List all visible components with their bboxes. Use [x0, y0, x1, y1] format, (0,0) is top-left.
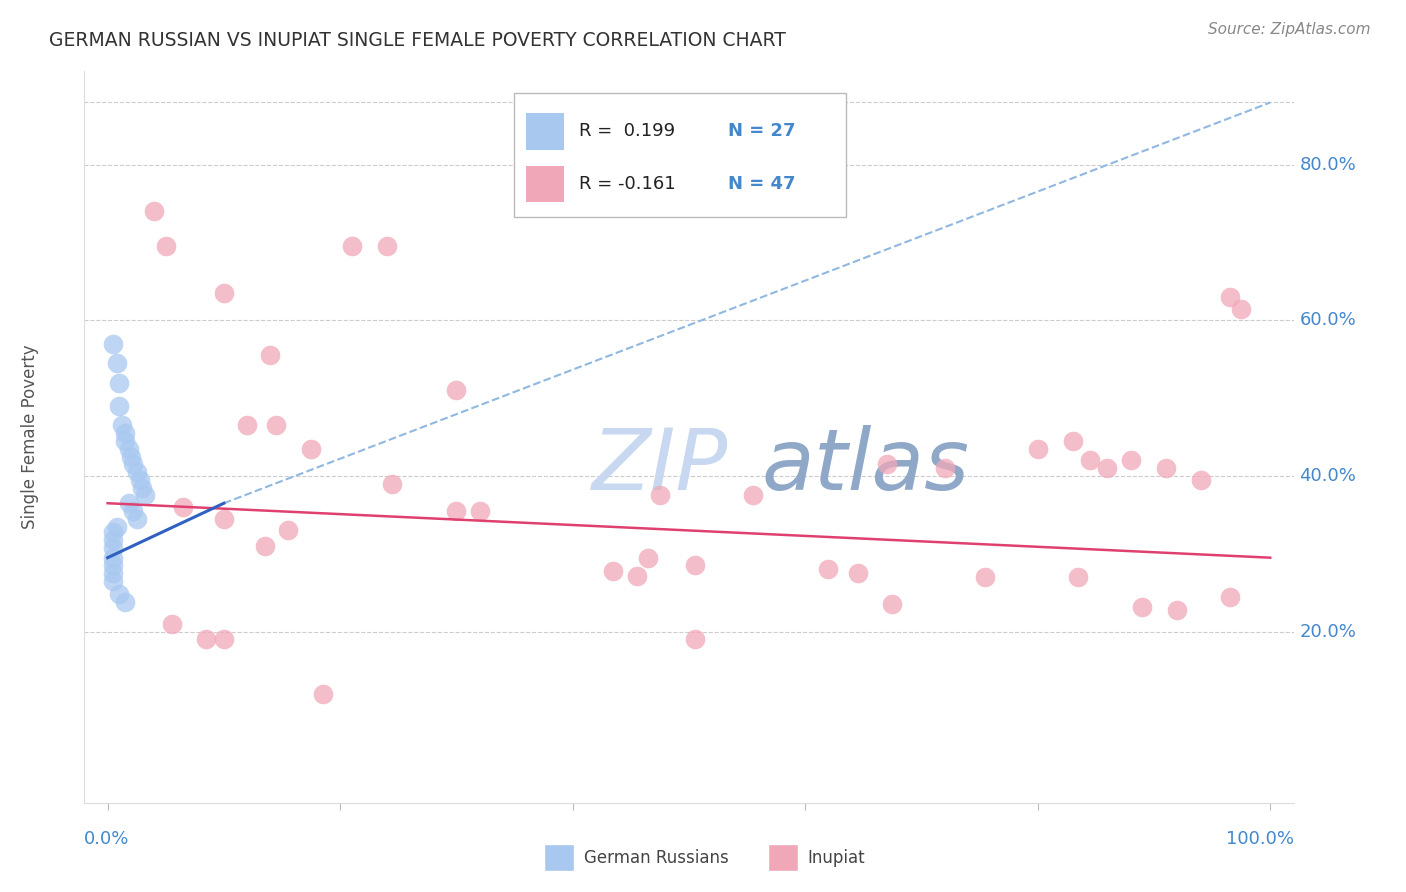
Point — [1189, 473, 1212, 487]
Text: 80.0%: 80.0% — [1299, 156, 1355, 174]
Point — [108, 587, 131, 601]
Point — [683, 632, 706, 647]
FancyBboxPatch shape — [526, 113, 564, 150]
Point — [253, 539, 276, 553]
Point — [122, 504, 145, 518]
Point — [122, 458, 145, 472]
Point — [1230, 301, 1253, 316]
Point — [103, 541, 125, 555]
Point — [103, 524, 125, 539]
FancyBboxPatch shape — [526, 166, 564, 202]
Point — [114, 595, 136, 609]
Point — [264, 418, 287, 433]
Point — [1132, 599, 1154, 614]
Text: German Russians: German Russians — [583, 848, 728, 867]
Point — [134, 488, 156, 502]
Text: atlas: atlas — [762, 425, 970, 508]
Point — [117, 496, 139, 510]
Text: ZIP: ZIP — [592, 425, 728, 508]
Point — [259, 348, 281, 362]
Text: GERMAN RUSSIAN VS INUPIAT SINGLE FEMALE POVERTY CORRELATION CHART: GERMAN RUSSIAN VS INUPIAT SINGLE FEMALE … — [49, 31, 786, 50]
Point — [1166, 603, 1188, 617]
Point — [103, 533, 125, 547]
Point — [648, 488, 671, 502]
Point — [817, 562, 839, 576]
Text: R = -0.161: R = -0.161 — [579, 175, 675, 193]
Point — [103, 566, 125, 581]
Point — [934, 461, 956, 475]
Point — [212, 286, 235, 301]
FancyBboxPatch shape — [513, 94, 846, 217]
Point — [683, 558, 706, 573]
Point — [876, 458, 898, 472]
Point — [1097, 461, 1119, 475]
Point — [299, 442, 322, 456]
Point — [212, 632, 235, 647]
FancyBboxPatch shape — [768, 845, 797, 871]
Point — [312, 687, 335, 701]
Text: N = 27: N = 27 — [728, 122, 796, 140]
Point — [637, 550, 659, 565]
Point — [160, 616, 183, 631]
Point — [117, 442, 139, 456]
Point — [108, 399, 131, 413]
Point — [120, 450, 142, 464]
Point — [125, 465, 148, 479]
Text: 60.0%: 60.0% — [1299, 311, 1355, 329]
Point — [846, 566, 869, 581]
Point — [1026, 442, 1049, 456]
Point — [103, 558, 125, 573]
Point — [1219, 590, 1241, 604]
Point — [974, 570, 997, 584]
Point — [172, 500, 194, 515]
Text: R =  0.199: R = 0.199 — [579, 122, 675, 140]
Point — [1219, 290, 1241, 304]
Point — [212, 512, 235, 526]
Text: 20.0%: 20.0% — [1299, 623, 1357, 640]
Point — [340, 239, 363, 253]
Point — [131, 481, 153, 495]
Point — [1078, 453, 1101, 467]
Text: Source: ZipAtlas.com: Source: ZipAtlas.com — [1208, 22, 1371, 37]
Point — [381, 476, 404, 491]
Text: 0.0%: 0.0% — [84, 830, 129, 848]
Point — [1154, 461, 1177, 475]
Point — [236, 418, 259, 433]
Text: 100.0%: 100.0% — [1226, 830, 1294, 848]
Point — [155, 239, 177, 253]
Point — [1067, 570, 1090, 584]
Point — [110, 418, 132, 433]
Point — [125, 512, 148, 526]
Text: N = 47: N = 47 — [728, 175, 796, 193]
Point — [103, 574, 125, 588]
Point — [105, 356, 128, 370]
Point — [446, 384, 468, 398]
Point — [108, 376, 131, 390]
Point — [882, 598, 904, 612]
Text: 40.0%: 40.0% — [1299, 467, 1357, 485]
FancyBboxPatch shape — [544, 845, 574, 871]
Text: Single Female Poverty: Single Female Poverty — [21, 345, 39, 529]
Point — [626, 568, 648, 582]
Point — [105, 519, 128, 533]
Point — [1119, 453, 1142, 467]
Point — [1062, 434, 1084, 448]
Point — [129, 473, 152, 487]
Point — [277, 524, 299, 538]
Point — [468, 504, 491, 518]
Point — [741, 488, 763, 502]
Point — [114, 434, 136, 448]
Point — [143, 204, 166, 219]
Point — [195, 632, 218, 647]
Point — [103, 336, 125, 351]
Text: Inupiat: Inupiat — [807, 848, 865, 867]
Point — [375, 239, 398, 253]
Point — [602, 564, 624, 578]
Point — [103, 550, 125, 565]
Point — [446, 504, 468, 518]
Point — [114, 426, 136, 441]
